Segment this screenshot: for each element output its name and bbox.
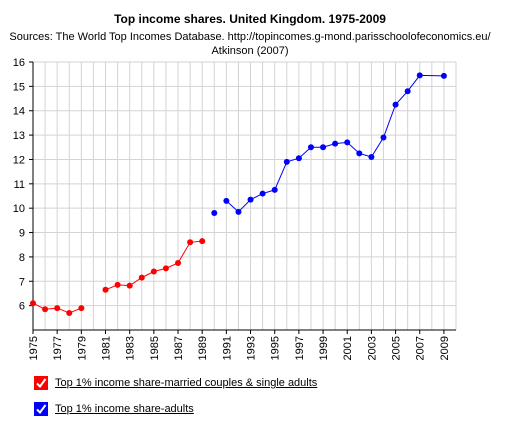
x-tick-label: 1995 — [270, 336, 282, 360]
y-tick-label: 6 — [19, 301, 25, 313]
y-tick-label: 11 — [14, 179, 25, 191]
data-point-0[interactable] — [42, 306, 49, 313]
data-point-0[interactable] — [150, 268, 157, 275]
axes: 6 7 8 9 10 11 12 13 14 15 16 1975 1977 1979 1981 1983 19… — [13, 57, 456, 360]
data-point-1[interactable] — [223, 197, 230, 204]
x-tick-label: 1983 — [125, 336, 137, 360]
x-tick-label: 2007 — [415, 336, 427, 360]
data-point-1[interactable] — [307, 144, 314, 151]
chart-subtitle-line2: Atkinson (2007) — [211, 45, 288, 57]
x-tick-label: 2005 — [391, 336, 403, 360]
y-tick-label: 7 — [19, 276, 25, 288]
data-point-1[interactable] — [380, 134, 387, 141]
x-tick-label: 1993 — [246, 336, 258, 360]
checkbox-blue-icon[interactable] — [34, 402, 48, 416]
x-tick-label: 1989 — [197, 336, 209, 360]
y-tick-label: 9 — [19, 228, 25, 240]
data-point-0[interactable] — [78, 305, 85, 312]
checkbox-red-icon[interactable] — [34, 376, 48, 390]
data-point-0[interactable] — [30, 300, 36, 307]
series-layer — [30, 72, 447, 316]
x-tick-label: 1977 — [52, 336, 64, 360]
y-tick-label: 16 — [13, 57, 25, 69]
x-tick-label: 2009 — [439, 336, 451, 360]
grid — [32, 61, 457, 331]
legend-label-married-couples[interactable]: Top 1% income share-married couples & si… — [55, 377, 318, 389]
data-point-0[interactable] — [162, 265, 169, 272]
legend-item-adults[interactable]: Top 1% income share-adults — [34, 402, 194, 416]
data-point-1[interactable] — [247, 196, 254, 203]
data-point-1[interactable] — [440, 72, 447, 79]
data-point-1[interactable] — [404, 88, 411, 95]
data-point-0[interactable] — [187, 239, 194, 246]
data-point-1[interactable] — [235, 208, 242, 215]
chart-subtitle-line1: Sources: The World Top Incomes Database.… — [9, 31, 491, 43]
data-point-1[interactable] — [332, 140, 339, 147]
x-tick-label: 1987 — [173, 336, 185, 360]
data-point-1[interactable] — [259, 190, 266, 197]
data-point-0[interactable] — [54, 305, 61, 312]
y-tick-label: 15 — [13, 81, 25, 93]
data-point-1[interactable] — [368, 154, 375, 161]
y-tick-label: 8 — [19, 252, 25, 264]
legend-item-married-couples[interactable]: Top 1% income share-married couples & si… — [34, 376, 317, 390]
data-point-1[interactable] — [283, 158, 290, 165]
data-point-1[interactable] — [356, 150, 363, 157]
x-tick-label: 1985 — [149, 336, 161, 360]
x-tick-label: 1997 — [294, 336, 306, 360]
x-tick-label: 1991 — [221, 336, 233, 360]
legend-label-adults[interactable]: Top 1% income share-adults — [55, 403, 194, 415]
x-tick-label: 2003 — [366, 336, 378, 360]
data-point-0[interactable] — [126, 282, 133, 289]
chart-title: Top income shares. United Kingdom. 1975-… — [114, 12, 386, 26]
y-tick-label: 13 — [13, 130, 25, 142]
x-tick-label: 1999 — [318, 336, 330, 360]
data-point-1[interactable] — [392, 101, 399, 108]
y-tick-label: 14 — [13, 106, 25, 118]
x-tick-label: 1981 — [101, 336, 113, 360]
x-tick-label: 1975 — [28, 336, 40, 360]
data-point-0[interactable] — [114, 281, 121, 288]
data-point-0[interactable] — [138, 274, 145, 281]
data-point-1[interactable] — [320, 144, 327, 151]
x-tick-label: 2001 — [342, 336, 354, 360]
data-point-0[interactable] — [66, 309, 73, 316]
x-tick-label: 1979 — [76, 336, 88, 360]
data-point-1[interactable] — [211, 210, 218, 217]
data-point-0[interactable] — [102, 286, 109, 293]
data-point-0[interactable] — [199, 238, 206, 245]
y-tick-label: 12 — [13, 154, 25, 166]
data-point-1[interactable] — [416, 72, 423, 79]
y-tick-label: 10 — [13, 203, 25, 215]
data-point-1[interactable] — [271, 186, 278, 193]
data-point-1[interactable] — [295, 155, 302, 162]
data-point-0[interactable] — [175, 260, 182, 266]
data-point-1[interactable] — [344, 139, 351, 146]
